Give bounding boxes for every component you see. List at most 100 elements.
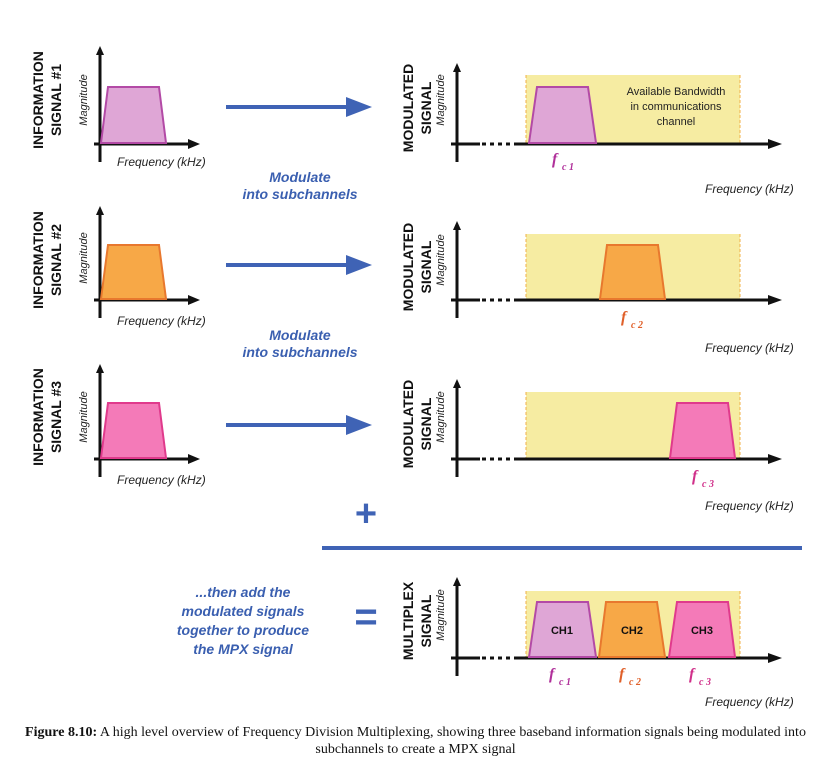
frequency-label: Frequency (kHz) (705, 499, 794, 513)
modulate-text-2: Modulate into subchannels (242, 327, 357, 360)
info-signal-2-line1: INFORMATION (30, 211, 46, 309)
modulated-signal-3-label: MODULATED SIGNAL (400, 380, 434, 468)
then-add-line2: modulated signals (182, 603, 305, 619)
modulated-3-line1: MODULATED (400, 380, 416, 468)
x-axis-arrowhead (768, 295, 782, 305)
frequency-label: Frequency (kHz) (705, 341, 794, 355)
y-axis-arrowhead (453, 221, 461, 230)
modulated-2-line2: SIGNAL (418, 240, 434, 293)
equals-sign: = (354, 595, 377, 639)
y-axis-arrowhead (96, 46, 104, 55)
ch2-label: CH2 (621, 625, 643, 637)
magnitude-label: Magnitude (435, 391, 447, 442)
baseband-spectrum-2 (99, 244, 168, 300)
modulated-signal-3-plot: Magnitude f c 3 Frequency (kHz) (435, 379, 794, 513)
x-axis-arrowhead (188, 454, 200, 464)
then-add-line3: together to produce (177, 622, 309, 638)
magnitude-label: Magnitude (435, 234, 447, 285)
multiplex-line2: SIGNAL (418, 594, 434, 647)
modulate-text-2-line2: into subchannels (242, 344, 357, 360)
info-signal-2-plot: Magnitude Frequency (kHz) (78, 206, 206, 328)
multiplex-signal-plot: CH1 CH2 CH3 Magnitude f c 1 f c 2 f c 3 … (435, 577, 794, 709)
mpx-fc3-label: f (689, 666, 696, 683)
fc3-subscript: c 3 (702, 479, 714, 490)
modulated-1-line1: MODULATED (400, 64, 416, 152)
modulated-signal-1-plot: Magnitude Available Bandwidth in communi… (435, 63, 794, 196)
bandwidth-line2: in communications (630, 101, 722, 113)
fdm-diagram: INFORMATION SIGNAL #1 Magnitude Frequenc… (30, 46, 802, 709)
fc2-label: f (621, 309, 628, 326)
x-axis-arrowhead (768, 454, 782, 464)
info-signal-1-line1: INFORMATION (30, 51, 46, 149)
modulate-text-2-line1: Modulate (269, 327, 331, 343)
then-add-line1: ...then add the (196, 584, 291, 600)
channel-1-spectrum (527, 601, 598, 658)
mpx-fc1-label: f (549, 666, 556, 683)
mpx-fc2-label: f (619, 666, 626, 683)
modulate-arrow-3 (226, 415, 372, 435)
figure-caption: Figure 8.10: A high level overview of Fr… (0, 724, 831, 758)
modulate-text-1-line2: into subchannels (242, 186, 357, 202)
y-axis-arrowhead (96, 206, 104, 215)
bandwidth-line1: Available Bandwidth (627, 86, 726, 98)
info-signal-2-line2: SIGNAL #2 (48, 224, 64, 296)
modulated-signal-1-label: MODULATED SIGNAL (400, 64, 434, 152)
arrow-head (346, 97, 372, 117)
modulated-signal-2-label: MODULATED SIGNAL (400, 223, 434, 311)
x-axis-arrowhead (188, 139, 200, 149)
frequency-label: Frequency (kHz) (705, 695, 794, 709)
multiplex-signal-label: MULTIPLEX SIGNAL (400, 581, 434, 660)
then-add-text: ...then add the modulated signals togeth… (177, 584, 309, 657)
frequency-label: Frequency (kHz) (117, 473, 206, 487)
mpx-fc2-subscript: c 2 (629, 677, 641, 688)
info-signal-3-label: INFORMATION SIGNAL #3 (30, 368, 64, 466)
magnitude-label: Magnitude (78, 74, 90, 125)
info-signal-3-plot: Magnitude Frequency (kHz) (78, 364, 206, 487)
baseband-spectrum-1 (99, 86, 168, 144)
mpx-fc1-subscript: c 1 (559, 677, 571, 688)
x-axis-arrowhead (768, 653, 782, 663)
magnitude-label: Magnitude (435, 74, 447, 125)
ch1-label: CH1 (551, 625, 573, 637)
modulate-text-1-line1: Modulate (269, 169, 331, 185)
y-axis-arrowhead (96, 364, 104, 373)
frequency-label: Frequency (kHz) (117, 155, 206, 169)
frequency-label: Frequency (kHz) (117, 314, 206, 328)
arrow-head (346, 415, 372, 435)
fc1-label: f (552, 151, 559, 168)
caption-text: A high level overview of Frequency Divis… (97, 725, 806, 757)
y-axis-arrowhead (453, 63, 461, 72)
x-axis-arrowhead (188, 295, 200, 305)
y-axis-arrowhead (453, 379, 461, 388)
info-signal-1-plot: Magnitude Frequency (kHz) (78, 46, 206, 169)
y-axis-arrowhead (453, 577, 461, 586)
arrow-head (346, 255, 372, 275)
modulated-spectrum-3 (668, 402, 737, 459)
bandwidth-line3: channel (657, 116, 696, 128)
then-add-line4: the MPX signal (193, 641, 294, 657)
x-axis-arrowhead (768, 139, 782, 149)
info-signal-2-label: INFORMATION SIGNAL #2 (30, 211, 64, 309)
info-signal-1-label: INFORMATION SIGNAL #1 (30, 51, 64, 149)
modulate-text-1: Modulate into subchannels (242, 169, 357, 202)
modulated-signal-2-plot: Magnitude f c 2 Frequency (kHz) (435, 221, 794, 355)
fc1-subscript: c 1 (562, 162, 574, 173)
fc3-label: f (692, 468, 699, 485)
multiplex-line1: MULTIPLEX (400, 581, 416, 660)
frequency-label: Frequency (kHz) (705, 182, 794, 196)
magnitude-label: Magnitude (78, 232, 90, 283)
info-signal-3-line1: INFORMATION (30, 368, 46, 466)
fc2-subscript: c 2 (631, 320, 643, 331)
baseband-spectrum-3 (99, 402, 168, 459)
channel-3-spectrum (667, 601, 737, 658)
magnitude-label: Magnitude (78, 391, 90, 442)
info-signal-3-line2: SIGNAL #3 (48, 381, 64, 453)
modulated-spectrum-2 (598, 244, 667, 300)
channel-2-spectrum (597, 601, 667, 658)
plus-sign: + (355, 493, 377, 535)
ch3-label: CH3 (691, 625, 713, 637)
modulated-2-line1: MODULATED (400, 223, 416, 311)
modulate-arrow-2 (226, 255, 372, 275)
caption-label: Figure 8.10: (25, 725, 98, 740)
modulated-1-line2: SIGNAL (418, 81, 434, 134)
